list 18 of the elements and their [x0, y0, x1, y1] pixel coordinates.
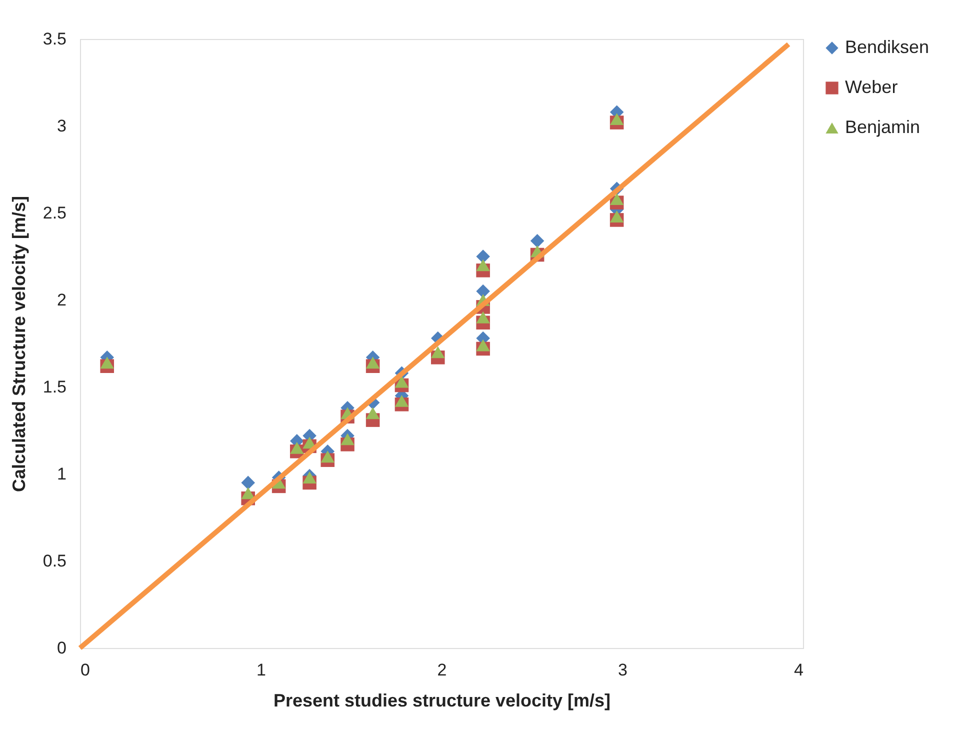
- legend-label: Bendiksen: [845, 37, 930, 57]
- y-tick-label: 0.5: [42, 552, 66, 570]
- x-axis-title: Present studies structure velocity [m/s]: [273, 690, 611, 710]
- x-tick-label: 1: [256, 660, 266, 680]
- x-tick-label: 4: [794, 660, 804, 680]
- x-tick-label: 0: [80, 660, 90, 680]
- y-tick-label: 2: [57, 290, 66, 310]
- y-tick-label: 2.5: [42, 204, 66, 222]
- x-tick-label: 3: [618, 660, 628, 680]
- y-tick-label: 0: [57, 638, 66, 658]
- legend-label: Weber: [845, 77, 898, 97]
- legend-label: Benjamin: [845, 117, 920, 137]
- y-tick-label: 3.5: [42, 30, 66, 48]
- y-tick-label: 3: [57, 116, 66, 136]
- y-tick-label: 1: [57, 464, 66, 484]
- y-tick-label: 1.5: [42, 378, 66, 396]
- y-axis-title: Calculated Structure velocity [m/s]: [8, 196, 29, 492]
- x-tick-label: 2: [437, 660, 447, 680]
